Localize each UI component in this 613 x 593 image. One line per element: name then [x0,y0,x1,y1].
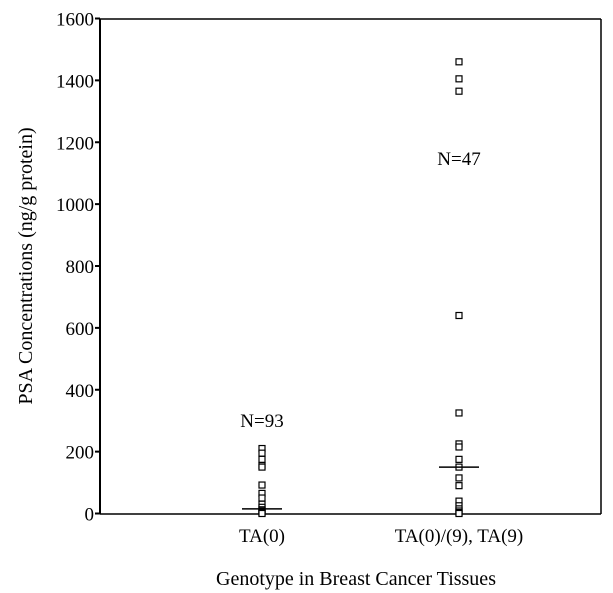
data-marks: N=93 TA(0) N=47 TA(0)/(9), TA(9) [239,58,524,547]
data-point [455,443,463,451]
data-point [455,87,463,95]
data-point [455,509,463,518]
y-tick-label: 1600 [56,10,94,31]
data-point [258,455,266,463]
data-point [455,409,463,417]
y-tick-label: 800 [66,257,95,278]
sample-size-label: N=47 [437,149,480,170]
x-category-label: TA(0)/(9), TA(9) [395,526,524,547]
axes-layer [99,18,602,515]
data-point [455,75,463,83]
y-tick-label: 1400 [56,71,94,92]
x-axis-title: Genotype in Breast Cancer Tissues [216,568,496,590]
y-ticks: 1600 1400 1200 1000 800 600 400 200 0 [56,10,100,526]
y-tick-label: 400 [66,381,95,402]
y-tick-label: 0 [85,505,95,526]
y-axis-title: PSA Concentrations (ng/g protein) [15,127,37,404]
data-point [455,455,463,463]
chart-labels: Genotype in Breast Cancer Tissues PSA Co… [15,127,496,590]
data-point [258,481,266,489]
data-point [258,463,266,471]
y-tick-label: 1000 [56,195,94,216]
y-tick-label: 600 [66,319,95,340]
data-point [258,509,266,518]
data-point [455,482,463,490]
y-tick-label: 200 [66,443,95,464]
sample-size-label: N=93 [240,411,283,432]
data-point [455,311,463,320]
data-point [455,58,463,66]
x-category-label: TA(0) [239,526,285,547]
data-point [258,449,266,457]
data-point [258,494,266,502]
data-point [455,474,463,482]
y-tick-label: 1200 [56,133,94,154]
